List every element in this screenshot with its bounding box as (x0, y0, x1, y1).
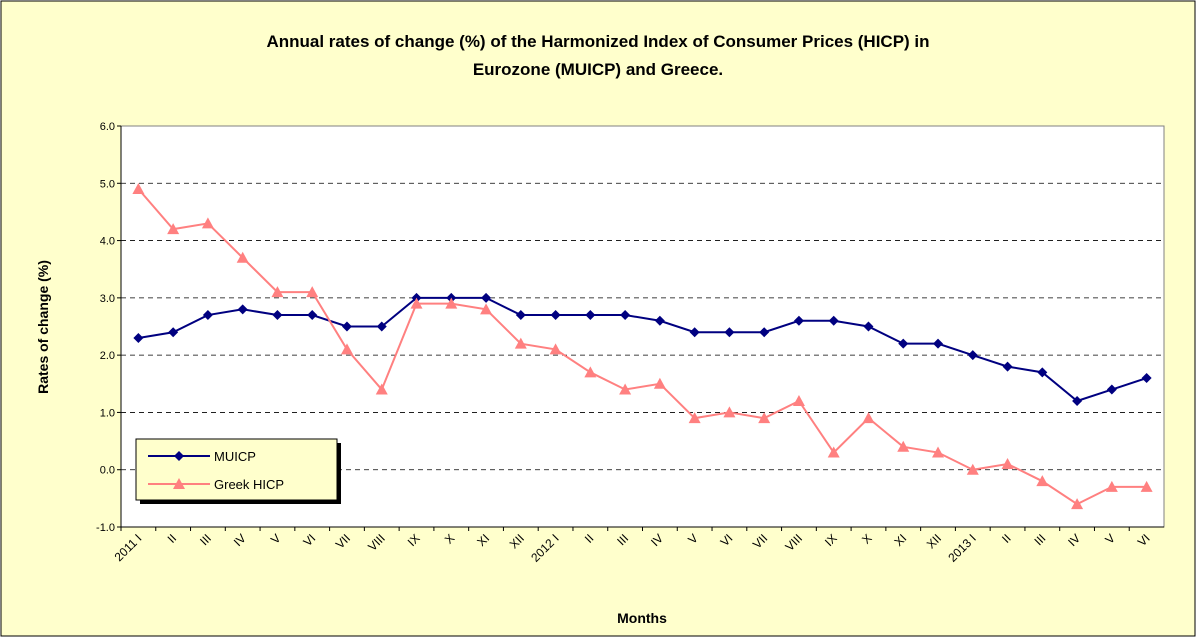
data-point (271, 286, 284, 298)
data-point (550, 310, 561, 321)
data-point (1037, 367, 1048, 378)
data-point (237, 304, 248, 315)
data-point (759, 327, 770, 338)
data-point (584, 366, 597, 378)
data-point (723, 406, 736, 418)
x-axis-label: Months (617, 610, 667, 626)
legend-label: Greek HICP (214, 477, 284, 492)
data-point (1141, 373, 1152, 384)
y-tick-label: -1.0 (96, 522, 115, 534)
data-point (828, 315, 839, 326)
y-tick-label: 2.0 (100, 350, 115, 362)
data-point (341, 321, 352, 332)
legend-marker (174, 451, 184, 461)
data-point (1072, 395, 1083, 406)
data-point (201, 217, 214, 229)
legend (135, 438, 338, 501)
data-point (167, 223, 180, 235)
data-point (688, 412, 701, 424)
data-point (133, 332, 144, 343)
data-point (307, 310, 318, 321)
data-point (653, 377, 666, 389)
y-tick-label: 6.0 (100, 121, 115, 133)
data-point (1140, 480, 1153, 492)
data-point (654, 315, 665, 326)
data-point (897, 440, 910, 452)
data-point (1002, 361, 1013, 372)
y-tick-label: 1.0 (100, 407, 115, 419)
y-tick-label: 4.0 (100, 236, 115, 248)
data-point (1071, 498, 1084, 510)
chart-title: Annual rates of change (%) of the Harmon… (266, 32, 930, 79)
y-tick-label: 0.0 (100, 465, 115, 477)
data-point (689, 327, 700, 338)
series-line (138, 296, 1147, 403)
data-point (132, 183, 145, 195)
data-point (306, 286, 319, 298)
data-point (445, 297, 458, 309)
data-point (376, 321, 387, 332)
data-point (375, 383, 388, 395)
data-point (758, 412, 771, 424)
data-point (202, 310, 213, 321)
data-point (272, 310, 283, 321)
y-tick-label: 5.0 (100, 178, 115, 190)
data-point (480, 303, 493, 315)
data-point (862, 412, 875, 424)
data-point (168, 327, 179, 338)
data-point (1001, 457, 1014, 469)
data-point (514, 337, 527, 349)
data-point (967, 350, 978, 361)
data-point (1105, 480, 1118, 492)
data-point (515, 310, 526, 321)
data-point (549, 343, 562, 355)
data-point (585, 310, 596, 321)
data-point (236, 251, 249, 263)
data-point (792, 394, 805, 406)
legend-label: MUICP (214, 449, 256, 464)
data-point (898, 338, 909, 349)
data-point (620, 310, 631, 321)
y-axis-label: Rates of change (%) (35, 260, 51, 394)
data-point (932, 446, 945, 458)
data-point (724, 327, 735, 338)
data-point (933, 338, 944, 349)
data-point (410, 297, 423, 309)
data-point (619, 383, 632, 395)
data-point (340, 343, 353, 355)
data-point (863, 321, 874, 332)
data-point (966, 463, 979, 475)
legend-marker (173, 478, 185, 489)
data-point (481, 292, 492, 303)
data-point (1036, 475, 1049, 487)
series-line (137, 188, 1147, 506)
data-point (793, 315, 804, 326)
data-point (827, 446, 840, 458)
y-tick-label: 3.0 (100, 293, 115, 305)
data-point (1106, 384, 1117, 395)
